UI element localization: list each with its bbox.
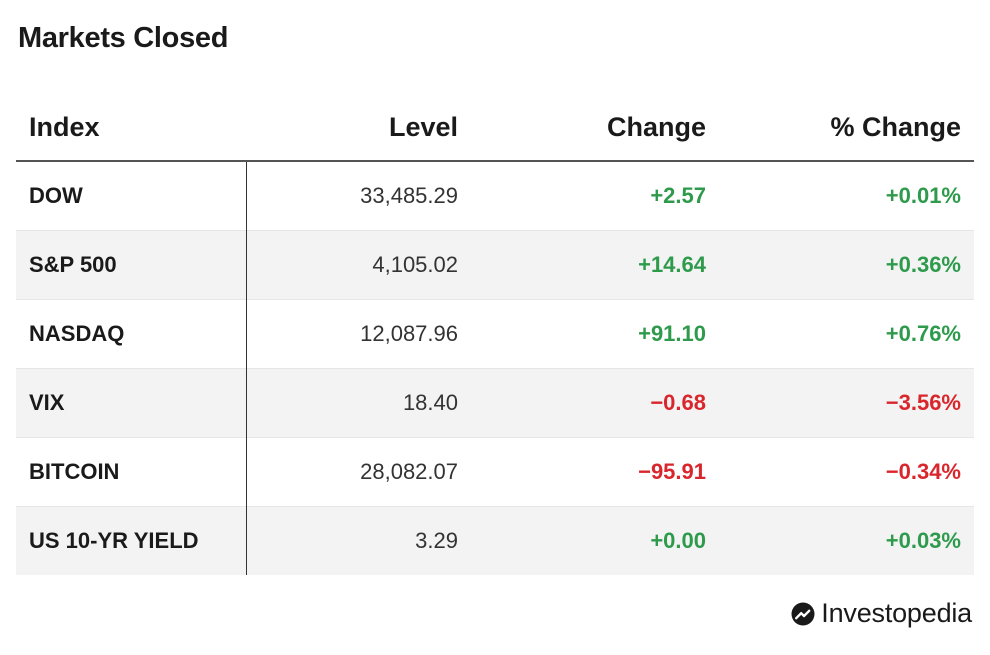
brand-name: Investopedia <box>821 598 972 628</box>
column-header-index: Index <box>16 94 246 162</box>
index-level: 33,485.29 <box>246 161 471 231</box>
index-change: +14.64 <box>471 230 719 300</box>
index-level: 4,105.02 <box>246 230 471 300</box>
index-level: 3.29 <box>246 506 471 575</box>
table-row: NASDAQ 12,087.96 +91.10 +0.76% <box>16 299 974 369</box>
table-row: US 10-YR YIELD 3.29 +0.00 +0.03% <box>16 506 974 575</box>
table-row: S&P 500 4,105.02 +14.64 +0.36% <box>16 230 974 300</box>
index-level: 12,087.96 <box>246 299 471 369</box>
column-header-pct-change: % Change <box>719 94 974 162</box>
index-change: +0.00 <box>471 506 719 575</box>
table-header: Index Level Change % Change <box>16 94 974 162</box>
index-pct-change: −3.56% <box>719 368 974 438</box>
index-name: BITCOIN <box>16 437 247 507</box>
index-pct-change: +0.76% <box>719 299 974 369</box>
index-level: 28,082.07 <box>246 437 471 507</box>
column-header-change: Change <box>471 94 719 162</box>
investopedia-logo-icon <box>791 602 815 625</box>
table-row: DOW 33,485.29 +2.57 +0.01% <box>16 161 974 231</box>
index-name: NASDAQ <box>16 299 247 369</box>
brand: Investopedia <box>791 598 972 629</box>
page-title: Markets Closed <box>18 22 229 54</box>
index-name: VIX <box>16 368 247 438</box>
index-change: +91.10 <box>471 299 719 369</box>
markets-table: Index Level Change % Change DOW 33,485.2… <box>16 94 974 575</box>
table-row: VIX 18.40 −0.68 −3.56% <box>16 368 974 438</box>
index-pct-change: +0.36% <box>719 230 974 300</box>
index-pct-change: +0.03% <box>719 506 974 575</box>
table-row: BITCOIN 28,082.07 −95.91 −0.34% <box>16 437 974 507</box>
index-change: −0.68 <box>471 368 719 438</box>
index-pct-change: −0.34% <box>719 437 974 507</box>
index-level: 18.40 <box>246 368 471 438</box>
index-name: US 10-YR YIELD <box>16 506 247 575</box>
index-change: −95.91 <box>471 437 719 507</box>
header-row: Index Level Change % Change <box>16 94 974 162</box>
column-header-level: Level <box>246 94 471 162</box>
index-pct-change: +0.01% <box>719 161 974 231</box>
index-change: +2.57 <box>471 161 719 231</box>
index-name: DOW <box>16 161 247 231</box>
index-name: S&P 500 <box>16 230 247 300</box>
table-body: DOW 33,485.29 +2.57 +0.01% S&P 500 4,105… <box>16 161 974 575</box>
